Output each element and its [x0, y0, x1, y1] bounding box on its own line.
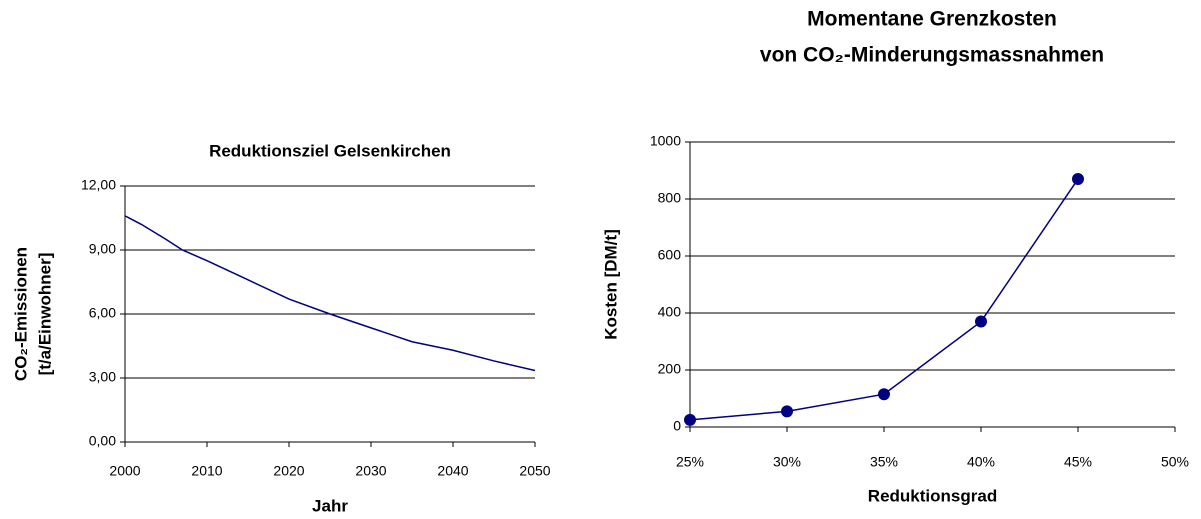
data-point [975, 315, 987, 328]
y-tick-label: 1000 [650, 133, 681, 149]
x-tick-label: 2030 [355, 463, 386, 479]
x-tick-label: 2050 [519, 463, 550, 479]
x-tick-label: 2040 [437, 463, 468, 479]
y-tick-label: 0 [673, 418, 681, 434]
data-line [689, 178, 1079, 421]
y-axis-label: [t/a/Einwohner] [35, 253, 54, 376]
chart-title: Reduktionsziel Gelsenkirchen [209, 141, 451, 160]
x-tick-label: 35% [870, 454, 898, 470]
data-point [878, 388, 890, 401]
x-tick-label: 40% [967, 454, 995, 470]
data-point [1072, 173, 1084, 186]
y-tick-label: 0,00 [89, 433, 116, 449]
x-tick-label: 2010 [191, 463, 222, 479]
data-point [684, 413, 696, 426]
y-tick-label: 12,00 [81, 177, 116, 193]
data-line [124, 215, 536, 372]
x-axis-label: Reduktionsgrad [868, 486, 997, 505]
data-point [781, 405, 793, 418]
y-axis-label: Kosten [DM/t] [601, 229, 620, 339]
x-tick-label: 25% [676, 454, 704, 470]
y-tick-label: 800 [658, 190, 682, 206]
x-tick-label: 30% [773, 454, 801, 470]
x-axis-label: Jahr [312, 496, 348, 515]
y-tick-label: 200 [658, 361, 682, 377]
y-axis-label: CO₂-Emissionen [11, 247, 30, 381]
y-tick-label: 3,00 [89, 369, 116, 385]
x-tick-label: 2020 [273, 463, 304, 479]
y-tick-label: 6,00 [89, 305, 116, 321]
y-tick-label: 9,00 [89, 241, 116, 257]
x-tick-label: 2000 [109, 463, 140, 479]
y-tick-label: 600 [658, 247, 682, 263]
chart-title: Momentane Grenzkosten [807, 8, 1057, 31]
x-tick-label: 50% [1161, 454, 1189, 470]
x-tick-label: 45% [1064, 454, 1092, 470]
chart-title: von CO₂-Minderungsmassnahmen [760, 44, 1104, 67]
y-tick-label: 400 [658, 304, 682, 320]
